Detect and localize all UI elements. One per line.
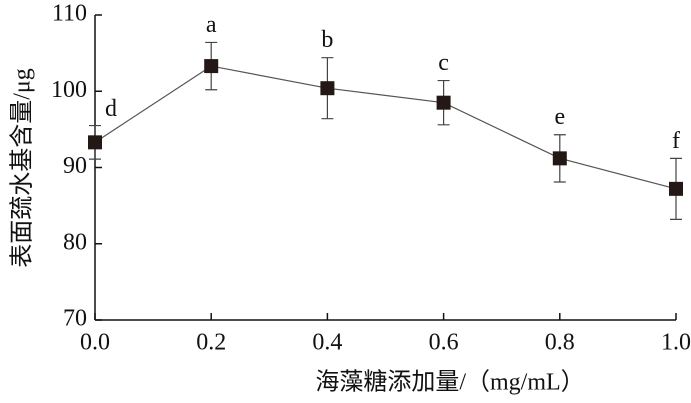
x-tick-label: 0.0 bbox=[80, 330, 110, 356]
point-label: d bbox=[105, 96, 117, 122]
x-tick-label: 1.0 bbox=[661, 330, 691, 356]
marker bbox=[320, 81, 335, 96]
y-tick-label: 70 bbox=[63, 306, 87, 332]
point-label: a bbox=[206, 12, 217, 38]
x-axis-label: 海藻糖添加量/（mg/mL） bbox=[315, 369, 584, 396]
x-tick-label: 0.6 bbox=[429, 330, 459, 356]
marker bbox=[88, 135, 102, 150]
y-tick-label: 100 bbox=[51, 77, 87, 103]
x-tick-label: 0.4 bbox=[312, 330, 342, 356]
y-tick-label: 110 bbox=[52, 1, 87, 27]
marker bbox=[204, 59, 219, 74]
marker bbox=[436, 95, 451, 110]
x-tick-label: 0.2 bbox=[196, 330, 226, 356]
marker bbox=[669, 181, 683, 196]
y-tick-label: 90 bbox=[63, 153, 87, 179]
y-tick-label: 80 bbox=[63, 229, 87, 255]
point-label: c bbox=[438, 50, 449, 76]
marker bbox=[552, 151, 567, 166]
point-label: b bbox=[321, 27, 333, 53]
line bbox=[94, 65, 677, 190]
y-axis-label: 表面巯水基含量/μg bbox=[9, 68, 36, 268]
point-label: f bbox=[672, 128, 680, 154]
point-label: e bbox=[554, 104, 565, 130]
x-tick-label: 0.8 bbox=[545, 330, 575, 356]
